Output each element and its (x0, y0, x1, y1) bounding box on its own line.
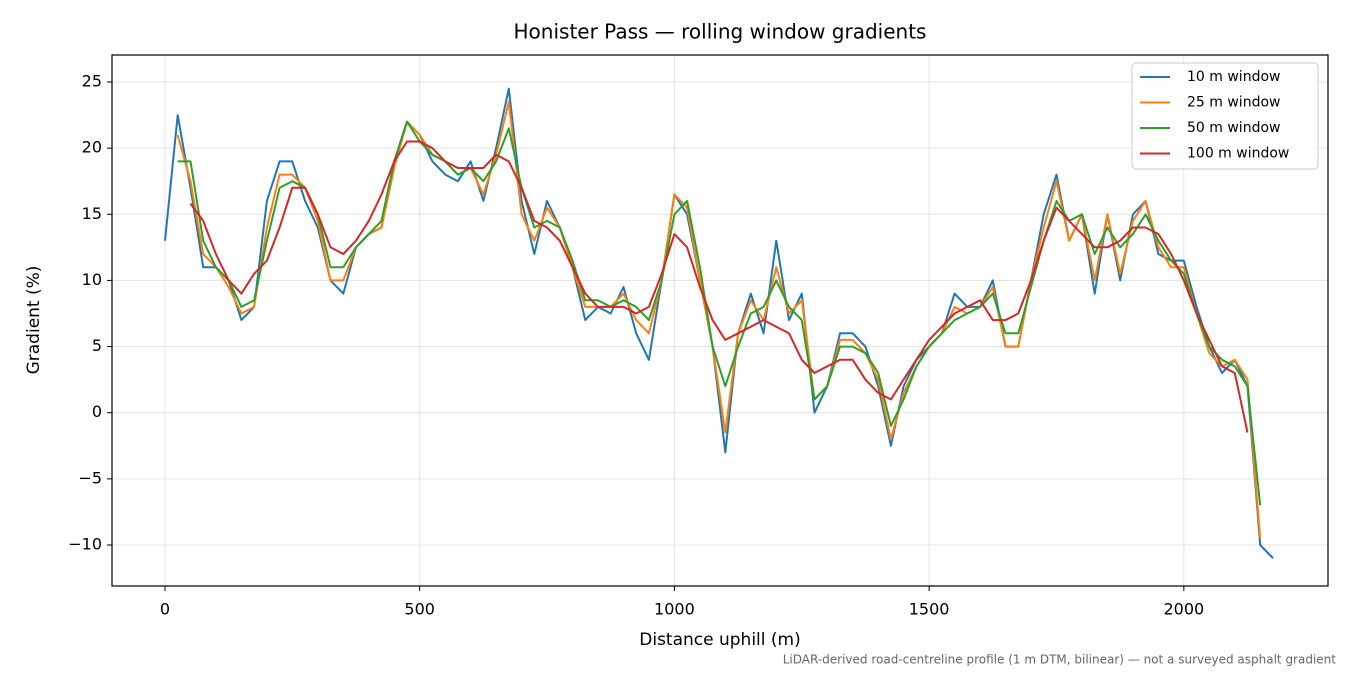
legend-label: 10 m window (1187, 69, 1280, 85)
series-line (189, 140, 1249, 433)
y-tick-label: 5 (92, 336, 102, 355)
plot-frame (111, 54, 1329, 587)
y-axis-label: Gradient (%) (24, 266, 44, 375)
x-axis-label: Distance uphill (m) (639, 630, 800, 650)
legend-box (1131, 62, 1319, 170)
series-line (164, 87, 1274, 559)
y-tick-label: −10 (68, 534, 102, 553)
legend-label: 25 m window (1187, 95, 1280, 111)
x-tick-label: 0 (160, 600, 170, 619)
x-tick-label: 1500 (909, 600, 950, 619)
x-tick-label: 2000 (1163, 600, 1204, 619)
y-tick-label: −5 (78, 468, 102, 487)
y-tick-label: 15 (82, 204, 102, 223)
series-line (176, 100, 1262, 539)
y-tick-label: 0 (92, 402, 102, 421)
y-tick-label: 10 (82, 270, 102, 289)
series-line (177, 120, 1262, 506)
footnote: LiDAR-derived road-centreline profile (1… (783, 653, 1337, 667)
x-tick-label: 500 (404, 600, 435, 619)
y-tick-label: 25 (82, 71, 102, 90)
legend-label: 100 m window (1187, 146, 1289, 162)
y-tick-label: 20 (82, 138, 102, 157)
chart-title: Honister Pass — rolling window gradients (514, 20, 927, 44)
legend-label: 50 m window (1187, 120, 1280, 136)
x-tick-label: 1000 (654, 600, 695, 619)
